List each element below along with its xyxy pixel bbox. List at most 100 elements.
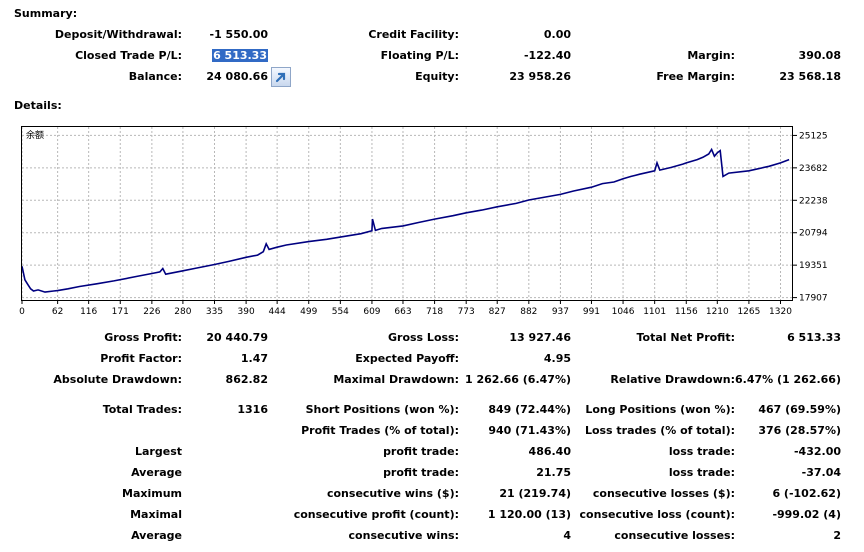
- stat-value: 940 (71.43%): [488, 424, 571, 437]
- x-tick-label: 882: [520, 307, 537, 317]
- equity-value: 23 958.26: [509, 70, 571, 83]
- chart-y-axis: 25125 23682 22238 20794 19351 17907: [793, 131, 828, 304]
- stat-value: 6.47% (1 262.66): [735, 373, 841, 386]
- closed-trade-pl-label: Closed Trade P/L:: [75, 49, 182, 62]
- credit-facility-label: Credit Facility:: [368, 28, 459, 41]
- stat-label: loss trade:: [668, 445, 735, 458]
- free-margin-label: Free Margin:: [656, 70, 735, 83]
- x-tick-label: 171: [112, 307, 129, 317]
- x-tick-label: 62: [52, 307, 63, 317]
- stat-label: Maximum: [122, 487, 182, 500]
- stat-value: 1316: [237, 403, 268, 416]
- stat-value: 21.75: [536, 466, 571, 479]
- stat-value: 486.40: [528, 445, 571, 458]
- x-tick-label: 226: [143, 307, 160, 317]
- x-tick-label: 390: [238, 307, 255, 317]
- stat-label: Long Positions (won %):: [585, 403, 735, 416]
- stat-value: 6 513.33: [787, 331, 841, 344]
- margin-value: 390.08: [798, 49, 841, 62]
- x-tick-label: 991: [583, 307, 600, 317]
- stat-value: -37.04: [801, 466, 841, 479]
- stat-label: loss trade:: [668, 466, 735, 479]
- stat-label: Maximal: [130, 508, 182, 521]
- stat-value: 4: [563, 529, 571, 542]
- x-tick-label: 499: [300, 307, 317, 317]
- stat-label: consecutive losses:: [614, 529, 735, 542]
- details-heading: Details:: [14, 99, 62, 112]
- chart-x-axis: 0 62 116 171 226 280 335 390 444 499 554 609 663 718 7…: [19, 301, 792, 317]
- x-tick-label: 663: [394, 307, 411, 317]
- stat-label: consecutive profit (count):: [293, 508, 459, 521]
- closed-trade-pl-value[interactable]: 6 513.33: [212, 49, 268, 63]
- stat-label: consecutive loss (count):: [579, 508, 735, 521]
- stat-value: 376 (28.57%): [758, 424, 841, 437]
- stat-label: Relative Drawdown:: [610, 373, 735, 386]
- x-tick-label: 1101: [643, 307, 666, 317]
- stat-value: 467 (69.59%): [758, 403, 841, 416]
- x-tick-label: 444: [269, 307, 286, 317]
- x-tick-label: 1320: [769, 307, 792, 317]
- x-tick-label: 554: [332, 307, 349, 317]
- stat-value: 13 927.46: [509, 331, 571, 344]
- x-tick-label: 1156: [675, 307, 698, 317]
- x-tick-label: 827: [489, 307, 506, 317]
- summary-heading: Summary:: [14, 7, 78, 20]
- deposit-withdrawal-label: Deposit/Withdrawal:: [54, 28, 182, 41]
- x-tick-label: 773: [458, 307, 475, 317]
- stat-label: Profit Factor:: [100, 352, 182, 365]
- x-tick-label: 0: [19, 307, 25, 317]
- stat-label: Expected Payoff:: [355, 352, 459, 365]
- equity-label: Equity:: [415, 70, 459, 83]
- stat-value: 862.82: [225, 373, 268, 386]
- stat-label: consecutive losses ($):: [592, 487, 735, 500]
- x-tick-label: 609: [363, 307, 380, 317]
- stat-label: Profit Trades (% of total):: [301, 424, 459, 437]
- stat-label: Gross Profit:: [104, 331, 182, 344]
- x-tick-label: 116: [80, 307, 97, 317]
- stat-value: 20 440.79: [206, 331, 268, 344]
- stat-value: 1 120.00 (13): [487, 508, 571, 521]
- stat-value: 849 (72.44%): [488, 403, 571, 416]
- deposit-withdrawal-value: -1 550.00: [209, 28, 269, 41]
- y-tick-label: 20794: [799, 229, 828, 239]
- floating-pl-label: Floating P/L:: [380, 49, 459, 62]
- y-tick-label: 25125: [799, 131, 828, 141]
- stat-value: 6 (-102.62): [772, 487, 841, 500]
- stat-label: Total Trades:: [102, 403, 182, 416]
- stat-label: Absolute Drawdown:: [53, 373, 182, 386]
- balance-value: 24 080.66: [206, 70, 268, 83]
- stat-label: consecutive wins ($):: [326, 487, 459, 500]
- stat-value: 21 (219.74): [499, 487, 571, 500]
- stat-label: Average: [131, 466, 182, 479]
- x-tick-label: 335: [206, 307, 223, 317]
- x-tick-label: 1265: [737, 307, 760, 317]
- stat-label: Maximal Drawdown:: [333, 373, 459, 386]
- x-tick-label: 280: [174, 307, 191, 317]
- x-tick-label: 1210: [706, 307, 729, 317]
- stat-value: 1.47: [240, 352, 268, 365]
- x-tick-label: 937: [552, 307, 569, 317]
- credit-facility-value: 0.00: [543, 28, 571, 41]
- stat-value: 4.95: [543, 352, 571, 365]
- free-margin-value: 23 568.18: [779, 70, 841, 83]
- stat-label: profit trade:: [383, 466, 459, 479]
- y-tick-label: 22238: [799, 196, 828, 206]
- stat-label: Average: [131, 529, 182, 542]
- stat-value: 2: [833, 529, 841, 542]
- open-report-button[interactable]: [271, 67, 291, 87]
- stat-label: Short Positions (won %):: [305, 403, 459, 416]
- stat-value: 1 262.66 (6.47%): [465, 373, 571, 386]
- y-tick-label: 17907: [799, 294, 828, 304]
- stat-label: Loss trades (% of total):: [584, 424, 735, 437]
- arrow-up-right-icon: [275, 72, 286, 83]
- floating-pl-value: -122.40: [523, 49, 571, 62]
- stat-value: -999.02 (4): [772, 508, 841, 521]
- stat-label: profit trade:: [383, 445, 459, 458]
- chart-legend-label: 余额: [26, 129, 44, 141]
- balance-series-line: [21, 147, 790, 293]
- y-tick-label: 23682: [799, 164, 828, 174]
- closed-trade-pl-selection[interactable]: 6 513.33: [212, 49, 268, 62]
- stat-label: Gross Loss:: [388, 331, 459, 344]
- balance-chart-plot: 余额: [21, 127, 792, 300]
- stat-label: Total Net Profit:: [636, 331, 736, 344]
